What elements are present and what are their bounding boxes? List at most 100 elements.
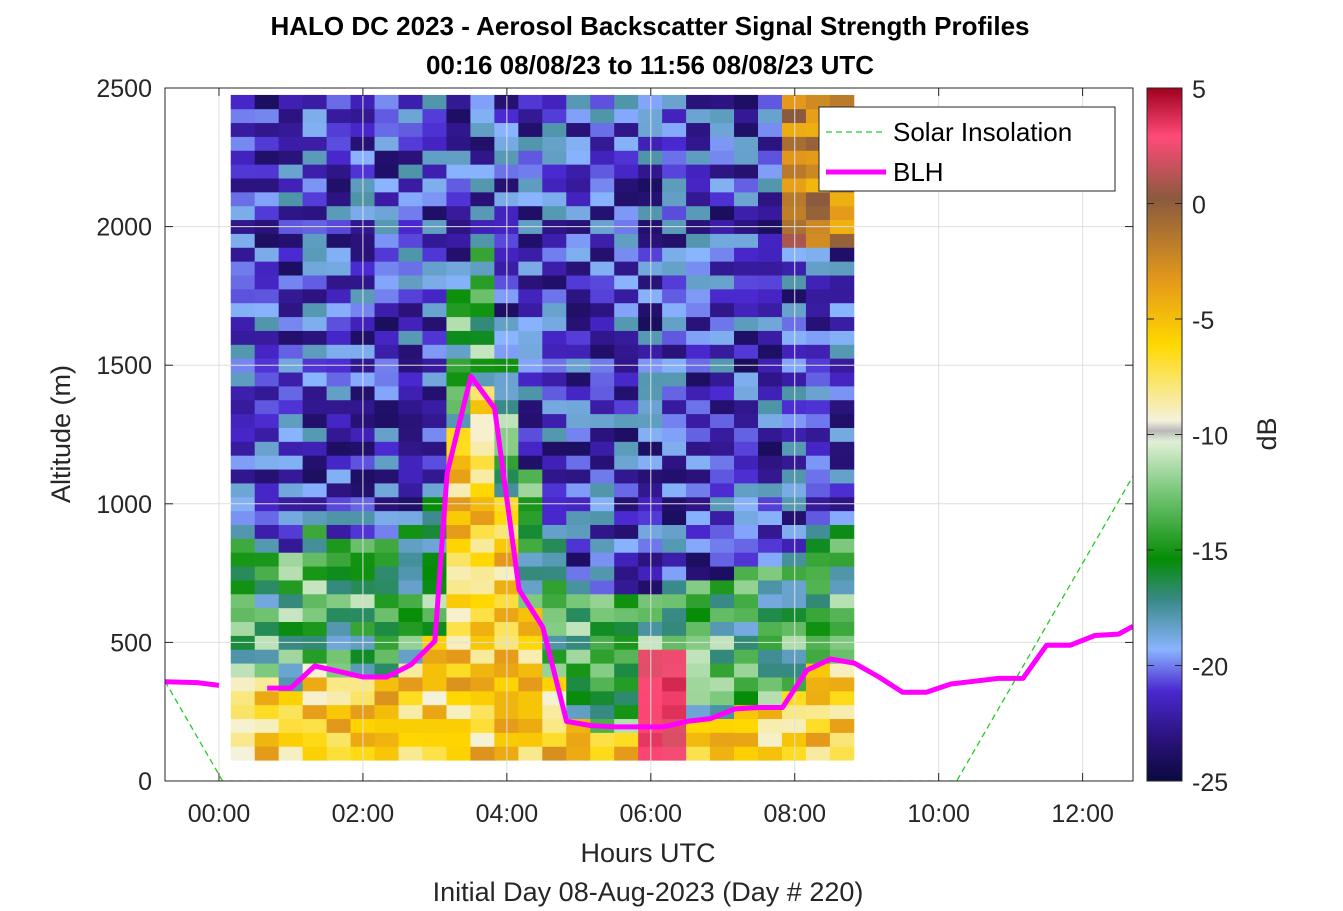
heatmap-cell [230,344,256,359]
y-tick-label: 500 [110,629,152,657]
heatmap-cell [734,316,759,331]
colorbar-tick-label: -10 [1192,423,1228,451]
heatmap-cell [254,94,280,110]
colorbar-tick-label: -5 [1192,307,1214,335]
heatmap-cell [566,510,591,525]
heatmap-cell [686,704,711,720]
heatmap-cell [781,205,807,221]
heatmap-cell [614,385,639,401]
heatmap-cell [254,649,280,664]
heatmap-cell [734,690,759,706]
heatmap-cell [470,649,495,664]
heatmap-cell [446,732,471,747]
heatmap-cell [374,136,399,151]
heatmap-cell [470,122,495,137]
heatmap-cell [542,385,567,401]
heatmap-cell [470,483,495,498]
heatmap-cell [374,233,399,248]
heatmap-cell [662,136,687,151]
heatmap-cell [254,690,280,706]
heatmap-cell [758,261,783,276]
heatmap-cell [230,510,256,525]
heatmap-cell [398,469,423,484]
heatmap-cell [566,524,591,539]
heatmap-cell [518,441,543,456]
heatmap-cell [326,191,351,207]
heatmap-cell [326,441,351,456]
heatmap-cell [781,746,807,761]
heatmap-cell [590,524,615,539]
heatmap-cell [758,178,783,193]
heatmap-cell [686,191,711,207]
heatmap-cell [278,690,304,706]
heatmap-cell [326,344,351,359]
heatmap-cell [422,94,447,110]
heatmap-cell [278,469,304,484]
heatmap-cell [662,427,687,442]
heatmap-cell [662,677,687,692]
heatmap-cell [278,552,304,567]
heatmap-cell [662,205,687,221]
heatmap-cell [686,122,711,137]
heatmap-cell [805,621,831,636]
heatmap-cell [710,677,735,692]
heatmap-cell [374,413,399,428]
heatmap-cell [278,108,304,124]
heatmap-cell [446,150,471,165]
heatmap-cell [781,704,807,720]
heatmap-cell [590,164,615,179]
heatmap-cell [470,690,495,706]
heatmap-cell [614,580,639,595]
heatmap-cell [278,732,304,747]
heatmap-cell [374,178,399,193]
heatmap-cell [254,136,280,151]
heatmap-cell [710,205,735,221]
plot-frame [164,87,1134,782]
heatmap-cell [230,413,256,428]
heatmap-cell [805,607,831,623]
heatmap-cell [805,677,831,692]
heatmap-cell [278,718,304,733]
heatmap-cell [734,483,759,498]
heatmap-cell [614,288,639,304]
heatmap-cell [614,704,639,720]
heatmap-cell [302,427,328,442]
heatmap-cell [470,552,495,567]
heatmap-cell [302,164,328,179]
heatmap-cell [302,483,328,498]
heatmap-cell [686,746,711,761]
heatmap-cell [686,663,711,678]
heatmap-cell [614,150,639,165]
heatmap-cell [374,441,399,456]
heatmap-cell [710,580,735,595]
heatmap-cell [805,732,831,747]
heatmap-cell [470,469,495,484]
heatmap-cell [518,150,543,165]
heatmap-cell [254,663,280,678]
heatmap-cell [254,164,280,179]
heatmap-cell [446,677,471,692]
heatmap-cell [422,108,447,124]
heatmap-cell [734,261,759,276]
heatmap-cell [734,649,759,664]
heatmap-cell [566,441,591,456]
heatmap-cell [302,566,328,581]
heatmap-cell [302,593,328,609]
heatmap-cell [278,372,304,387]
heatmap-cell [254,441,280,456]
heatmap-cell [590,94,615,110]
heatmap-cell [374,677,399,692]
heatmap-cell [758,718,783,733]
heatmap-cell [518,330,543,345]
heatmap-cell [734,330,759,345]
heatmap-cell [470,746,495,761]
legend: Solar Insolation BLH [818,106,1116,192]
heatmap-cell [326,205,351,221]
heatmap-cell [542,593,567,609]
heatmap-cell [805,593,831,609]
heatmap-cell [302,413,328,428]
heatmap-cell [278,607,304,623]
heatmap-cell [470,275,495,290]
heatmap-cell [781,524,807,539]
heatmap-cell [326,233,351,248]
